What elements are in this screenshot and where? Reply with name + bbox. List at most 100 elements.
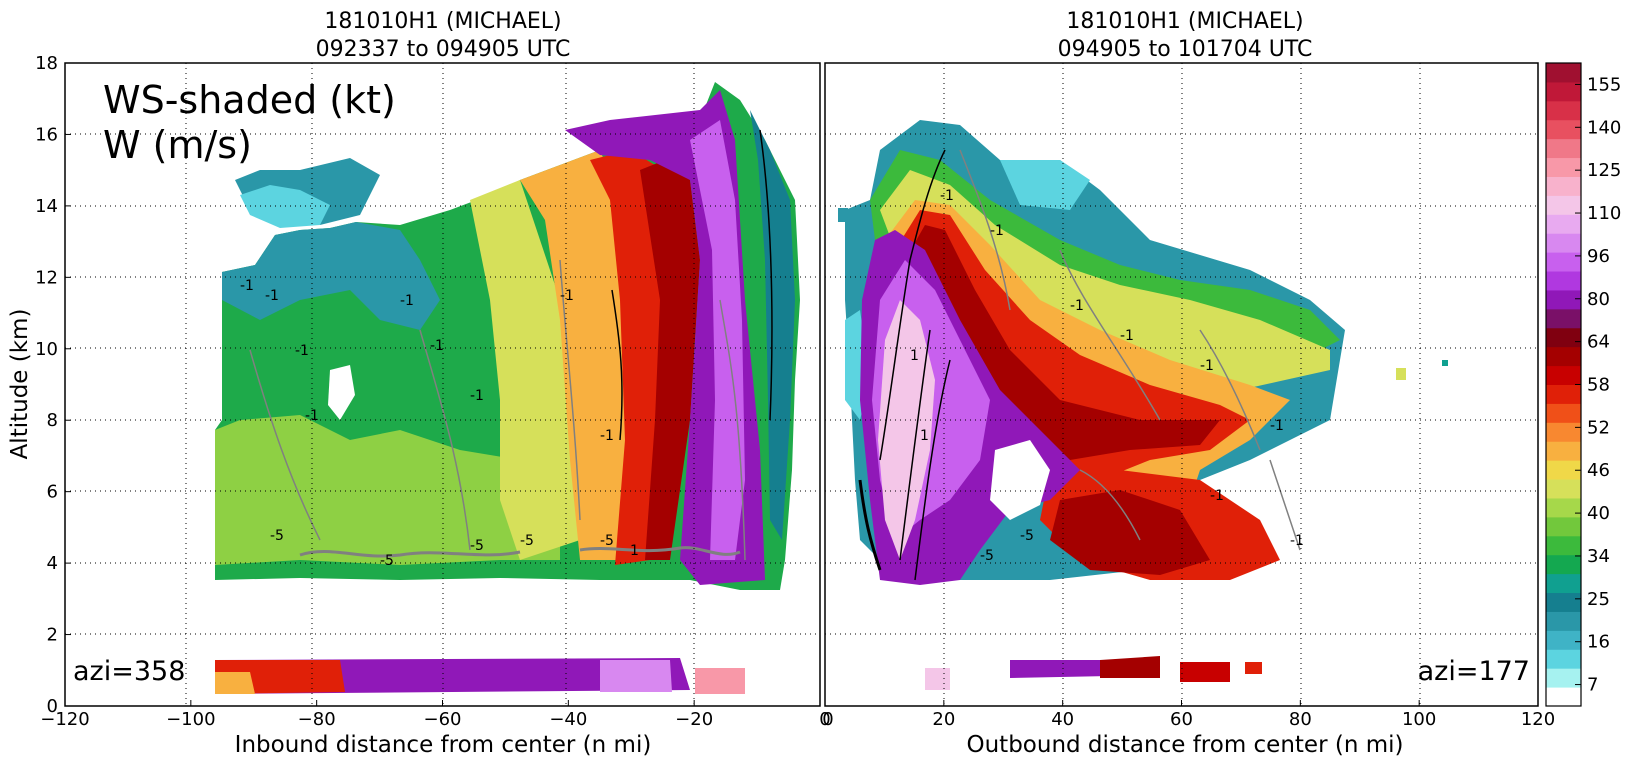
left-violet [690, 120, 745, 560]
y-tick-label: 12 [35, 267, 58, 288]
y-tick-label: 2 [47, 625, 58, 646]
right-cyan-top [1000, 160, 1090, 210]
colorbar-swatch [1546, 157, 1581, 177]
y-tick-label: 16 [35, 124, 58, 145]
right-isolated-yellow [1396, 368, 1406, 380]
colorbar-swatch [1546, 460, 1581, 480]
left-title-line2: 092337 to 094905 UTC [316, 37, 571, 62]
right-grid [825, 63, 1538, 706]
colorbar-swatch [1546, 630, 1581, 650]
colorbar-swatch [1546, 403, 1581, 423]
left-teal-region [222, 222, 440, 330]
right-wind-field [838, 120, 1448, 690]
colorbar-tick-label: 110 [1587, 203, 1621, 224]
contour-label: -5 [270, 528, 284, 544]
right-x-ticks: 0 20 40 60 80 100 120 [819, 700, 1555, 730]
right-pink-core [878, 300, 935, 560]
contour-label: -5 [470, 538, 484, 554]
x-tick-label: 120 [1521, 709, 1555, 730]
contour-label: -1 [560, 288, 574, 304]
contour-label: -5 [600, 533, 614, 549]
colorbar-swatch [1546, 592, 1581, 612]
colorbar-tick-label: 80 [1587, 289, 1610, 310]
contour-labels: -1 -1 -1 -1 -1 -1 -1 -1 -5 -5 -5 -5 -5 1 -1 [240, 278, 639, 569]
contour-label: -5 [520, 533, 534, 549]
contour-label: -1 [295, 343, 309, 359]
overlay-line2: W (m/s) [103, 123, 252, 167]
contour-label: -1 [240, 278, 254, 294]
colorbar-swatch [1546, 554, 1581, 575]
left-red [590, 150, 665, 565]
y-tick-label: 10 [35, 339, 58, 360]
contour-labels: -1 -1 -1 -1 -1 -1 -1 1 1 -5 -5 -1 [910, 188, 1304, 564]
right-lowband-red2 [1245, 662, 1262, 674]
colorbar-swatch [1546, 100, 1581, 121]
contour-label: -1 [940, 188, 954, 204]
colorbar-tick-label: 96 [1587, 246, 1610, 267]
contour-label: -1 [1290, 533, 1304, 549]
x-tick-label: 80 [1289, 709, 1312, 730]
right-isolated-green [1442, 360, 1448, 366]
colorbar-swatch [1546, 535, 1581, 556]
colorbar-swatch [1546, 252, 1581, 272]
right-lowband-darkred [1100, 656, 1160, 678]
colorbar-tick-label: 16 [1587, 632, 1610, 653]
colorbar-swatch [1546, 573, 1581, 594]
right-hole [990, 440, 1050, 520]
colorbar-swatch [1546, 195, 1581, 215]
colorbar-swatch [1546, 176, 1581, 196]
right-isolated-top [838, 208, 848, 222]
contour-label: -1 [430, 338, 444, 354]
left-azimuth-label: azi=358 [73, 656, 185, 687]
contour-label: -5 [980, 548, 994, 564]
colorbar-swatch [1546, 441, 1581, 461]
y-tick-label: 4 [47, 553, 58, 574]
contour-label: 1 [630, 543, 639, 559]
x-tick-label: −120 [40, 709, 89, 730]
left-contours [249, 129, 773, 561]
contour-label: -1 [1120, 328, 1134, 344]
left-orange [520, 150, 630, 560]
contour-label: 1 [910, 348, 919, 364]
y-axis-label: Altitude (km) [7, 309, 33, 460]
left-lightgreen [215, 415, 560, 565]
colorbar-swatch [1546, 138, 1581, 159]
colorbar-swatch [1546, 63, 1581, 83]
contour-label: -1 [470, 388, 484, 404]
colorbar-tick-label: 140 [1587, 117, 1621, 138]
colorbar-swatch [1546, 289, 1581, 310]
right-red [895, 210, 1250, 480]
colorbar-ticks: 7 16 25 34 40 46 52 58 64 80 96 110 125 140 155 [1575, 74, 1621, 696]
contour-label: -1 [600, 428, 614, 444]
right-contours [858, 149, 1301, 581]
colorbar-tick-label: 46 [1587, 460, 1610, 481]
contour-label: -1 [305, 408, 319, 424]
y-tick-label: 8 [47, 410, 58, 431]
x-tick-label: −100 [166, 709, 215, 730]
colorbar-tick-label: 7 [1587, 675, 1598, 696]
x-tick-label: 60 [1170, 709, 1193, 730]
right-title: 181010H1 (MICHAEL) 094905 to 101704 UTC [1058, 9, 1313, 62]
y-tick-label: 0 [47, 696, 58, 717]
right-lowband-pink [925, 668, 950, 690]
x-tick-label: 0 [819, 709, 830, 730]
right-title-line1: 181010H1 (MICHAEL) [1066, 9, 1303, 34]
contour-label: -1 [400, 293, 414, 309]
right-title-line2: 094905 to 101704 UTC [1058, 37, 1313, 62]
y-tick-label: 18 [35, 53, 58, 74]
contour-label: -1 [265, 288, 279, 304]
colorbar-swatch [1546, 384, 1581, 404]
x-tick-label: −20 [675, 709, 713, 730]
contour-label: -5 [380, 553, 394, 569]
left-x-ticks: −120 −100 −80 −60 −40 −20 0 [40, 700, 834, 730]
colorbar-swatch [1546, 668, 1581, 688]
right-azimuth-label: azi=177 [1418, 656, 1530, 687]
colorbar-swatch [1546, 497, 1581, 518]
left-lowband-violet [600, 660, 672, 692]
left-darkred [640, 160, 700, 560]
x-tick-label: −40 [549, 709, 587, 730]
colorbar-swatch [1546, 479, 1581, 499]
contour-label: -5 [1020, 528, 1034, 544]
colorbar-tick-label: 25 [1587, 589, 1610, 610]
